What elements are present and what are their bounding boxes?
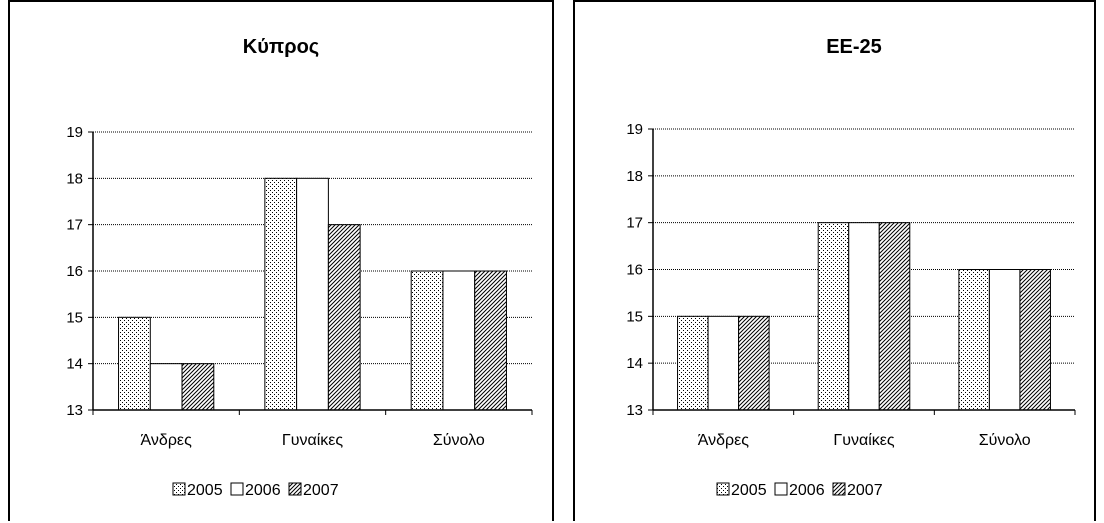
bar-2007-3	[1019, 269, 1051, 411]
y-tick-label: 13	[626, 402, 643, 419]
x-category-label: Σύνολο	[433, 432, 485, 449]
y-tick-label: 19	[66, 124, 83, 141]
y-tick-label: 17	[66, 217, 83, 234]
bar-2005-1	[118, 316, 151, 411]
bar-2005-2	[817, 222, 850, 411]
bar-2006-1	[707, 315, 740, 411]
bar-2006-3	[988, 269, 1021, 411]
y-tick-label: 19	[626, 121, 643, 138]
bar-2007-3	[474, 270, 507, 411]
bar-2005-2	[264, 177, 298, 411]
chart-panel-eu25: ΕΕ-25 13 14 15 16 17 18 19 Άνδρες Γυναίκες Σύνολο…	[573, 0, 1096, 521]
bar-chart-cyprus: Κύπρος 13 14 15 16 17 18 19 Άνδρες Γυναίκες Σύνολ…	[66, 36, 533, 499]
y-tick-label: 15	[66, 309, 83, 326]
x-category-label: Άνδρες	[141, 432, 193, 449]
chart-title: ΕΕ-25	[826, 36, 882, 58]
y-tick-label: 14	[66, 356, 83, 373]
bar-chart-eu25: ΕΕ-25 13 14 15 16 17 18 19 Άνδρες Γυναίκες Σύνολο…	[626, 36, 1076, 499]
bar-2007-1	[738, 315, 770, 411]
y-tick-label: 14	[626, 355, 643, 372]
bar-2006-3	[442, 270, 476, 411]
bar-2007-2	[878, 222, 911, 411]
bar-2006-2	[848, 222, 880, 411]
legend-label: 2006	[789, 482, 825, 499]
legend-swatch-2005	[716, 482, 730, 496]
y-tick-label: 13	[66, 402, 83, 419]
y-tick-label: 15	[626, 308, 643, 325]
bar-2006-2	[296, 177, 329, 411]
legend-swatch-2005	[172, 482, 186, 496]
y-tick-label: 17	[626, 215, 643, 232]
legend-swatch-2007	[832, 482, 846, 496]
legend-label: 2007	[303, 482, 339, 499]
legend-swatch-2006	[230, 482, 244, 496]
bar-2005-3	[958, 269, 990, 411]
bar-2006-1	[149, 363, 183, 411]
bar-2005-3	[410, 270, 444, 411]
y-tick-label: 18	[66, 170, 83, 187]
legend-label: 2007	[847, 482, 883, 499]
x-category-label: Γυναίκες	[282, 432, 344, 449]
x-category-label: Σύνολο	[979, 432, 1031, 449]
bar-2007-2	[327, 224, 361, 411]
legend-swatch-2007	[288, 482, 302, 496]
bar-2007-1	[181, 363, 215, 411]
y-tick-label: 16	[626, 262, 643, 279]
legend-swatch-2006	[774, 482, 788, 496]
legend-label: 2005	[187, 482, 223, 499]
chart-title: Κύπρος	[243, 36, 319, 58]
y-tick-label: 18	[626, 168, 643, 185]
bar-2005-1	[677, 315, 709, 411]
y-tick-label: 16	[66, 263, 83, 280]
legend-label: 2006	[245, 482, 281, 499]
chart-panel-cyprus: Κύπρος 13 14 15 16 17 18 19 Άνδρες Γυναίκες Σύνολ…	[8, 0, 554, 521]
legend-label: 2005	[731, 482, 767, 499]
x-category-label: Άνδρες	[698, 432, 750, 449]
x-category-label: Γυναίκες	[833, 432, 895, 449]
